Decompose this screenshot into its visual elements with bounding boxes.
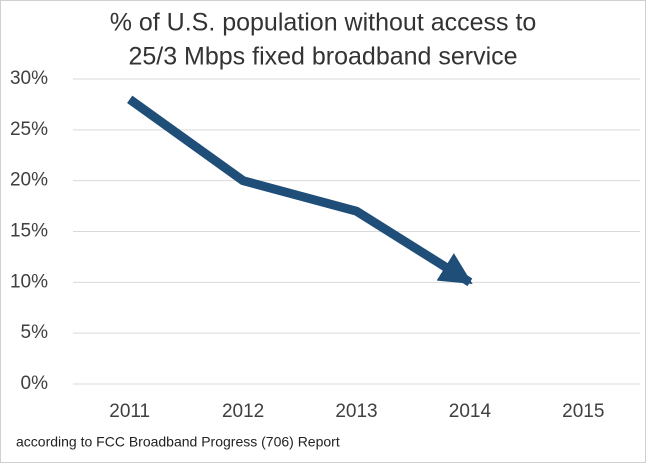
footnote: according to FCC Broadband Progress (706… <box>16 434 340 450</box>
y-tick-label: 10% <box>10 271 48 292</box>
chart-title-line: % of U.S. population without access to <box>110 9 537 37</box>
x-tick-label: 2015 <box>562 401 604 422</box>
data-line <box>127 95 473 287</box>
y-tick-label: 5% <box>21 322 49 343</box>
x-tick-label: 2012 <box>222 401 264 422</box>
y-tick-label: 15% <box>10 221 48 242</box>
y-tick-label: 25% <box>10 119 48 140</box>
y-tick-label: 0% <box>21 373 49 394</box>
y-tick-label: 30% <box>10 68 48 89</box>
x-tick-label: 2013 <box>335 401 377 422</box>
x-tick-label: 2014 <box>449 401 492 422</box>
chart-title-line: 25/3 Mbps fixed broadband service <box>128 43 517 71</box>
x-tick-label: 2011 <box>109 401 150 422</box>
y-tick-label: 20% <box>10 170 48 191</box>
